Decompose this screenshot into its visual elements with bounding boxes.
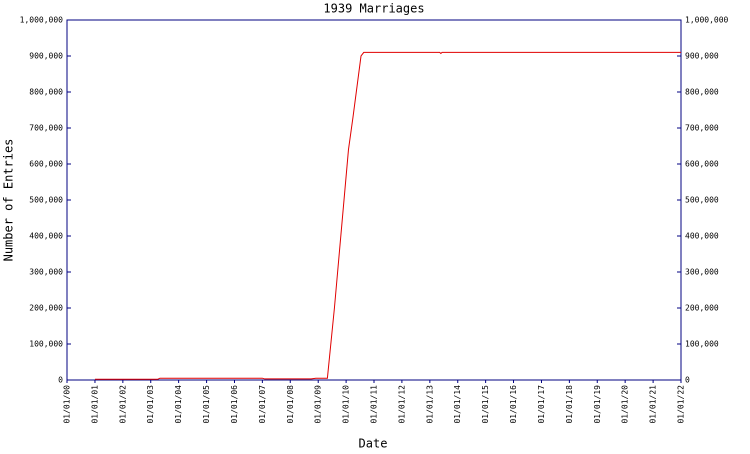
- x-tick-label: 01/01/06: [230, 385, 239, 424]
- x-tick-label: 01/01/19: [593, 385, 602, 424]
- x-tick-label: 01/01/20: [621, 385, 630, 424]
- x-tick-label: 01/01/11: [370, 385, 379, 424]
- y-tick-label: 1,000,000: [20, 16, 64, 25]
- x-tick-label: 01/01/12: [397, 385, 406, 424]
- y2-tick-label: 500,000: [685, 196, 719, 205]
- y2-tick-label: 400,000: [685, 232, 719, 241]
- x-tick-label: 01/01/04: [174, 385, 183, 424]
- y2-tick-label: 0: [685, 376, 690, 385]
- x-tick-label: 01/01/02: [118, 385, 127, 424]
- x-tick-label: 01/01/00: [63, 385, 72, 424]
- y-tick-label: 900,000: [29, 52, 63, 61]
- y2-tick-label: 900,000: [685, 52, 719, 61]
- y2-tick-label: 800,000: [685, 88, 719, 97]
- y2-tick-label: 100,000: [685, 340, 719, 349]
- x-tick-label: 01/01/14: [453, 385, 462, 424]
- x-tick-label: 01/01/07: [258, 385, 267, 424]
- y-tick-label: 200,000: [29, 304, 63, 313]
- y2-tick-label: 600,000: [685, 160, 719, 169]
- x-tick-label: 01/01/03: [146, 385, 155, 424]
- y-tick-label: 800,000: [29, 88, 63, 97]
- x-tick-label: 01/01/17: [537, 385, 546, 424]
- y-tick-label: 400,000: [29, 232, 63, 241]
- x-tick-label: 01/01/15: [481, 385, 490, 424]
- x-tick-label: 01/01/13: [425, 385, 434, 424]
- chart-title: 1939 Marriages: [323, 2, 424, 16]
- x-tick-label: 01/01/18: [565, 385, 574, 424]
- y-axis-title: Number of Entries: [2, 139, 16, 262]
- x-tick-label: 01/01/21: [649, 385, 658, 424]
- y-tick-label: 500,000: [29, 196, 63, 205]
- y-tick-label: 700,000: [29, 124, 63, 133]
- x-tick-label: 01/01/10: [342, 385, 351, 424]
- y2-tick-label: 1,000,000: [685, 16, 729, 25]
- y-tick-label: 600,000: [29, 160, 63, 169]
- y-tick-label: 300,000: [29, 268, 63, 277]
- x-tick-label: 01/01/08: [286, 385, 295, 424]
- x-tick-label: 01/01/22: [677, 385, 686, 424]
- y2-tick-label: 700,000: [685, 124, 719, 133]
- y2-tick-label: 300,000: [685, 268, 719, 277]
- y-tick-label: 0: [58, 376, 63, 385]
- x-tick-label: 01/01/05: [202, 385, 211, 424]
- x-tick-label: 01/01/16: [509, 385, 518, 424]
- x-tick-label: 01/01/09: [314, 385, 323, 424]
- x-tick-label: 01/01/01: [90, 385, 99, 424]
- x-axis-title: Date: [359, 437, 388, 451]
- data-line: [94, 51, 681, 380]
- y-tick-label: 100,000: [29, 340, 63, 349]
- plot-frame: [66, 19, 682, 381]
- y2-tick-label: 200,000: [685, 304, 719, 313]
